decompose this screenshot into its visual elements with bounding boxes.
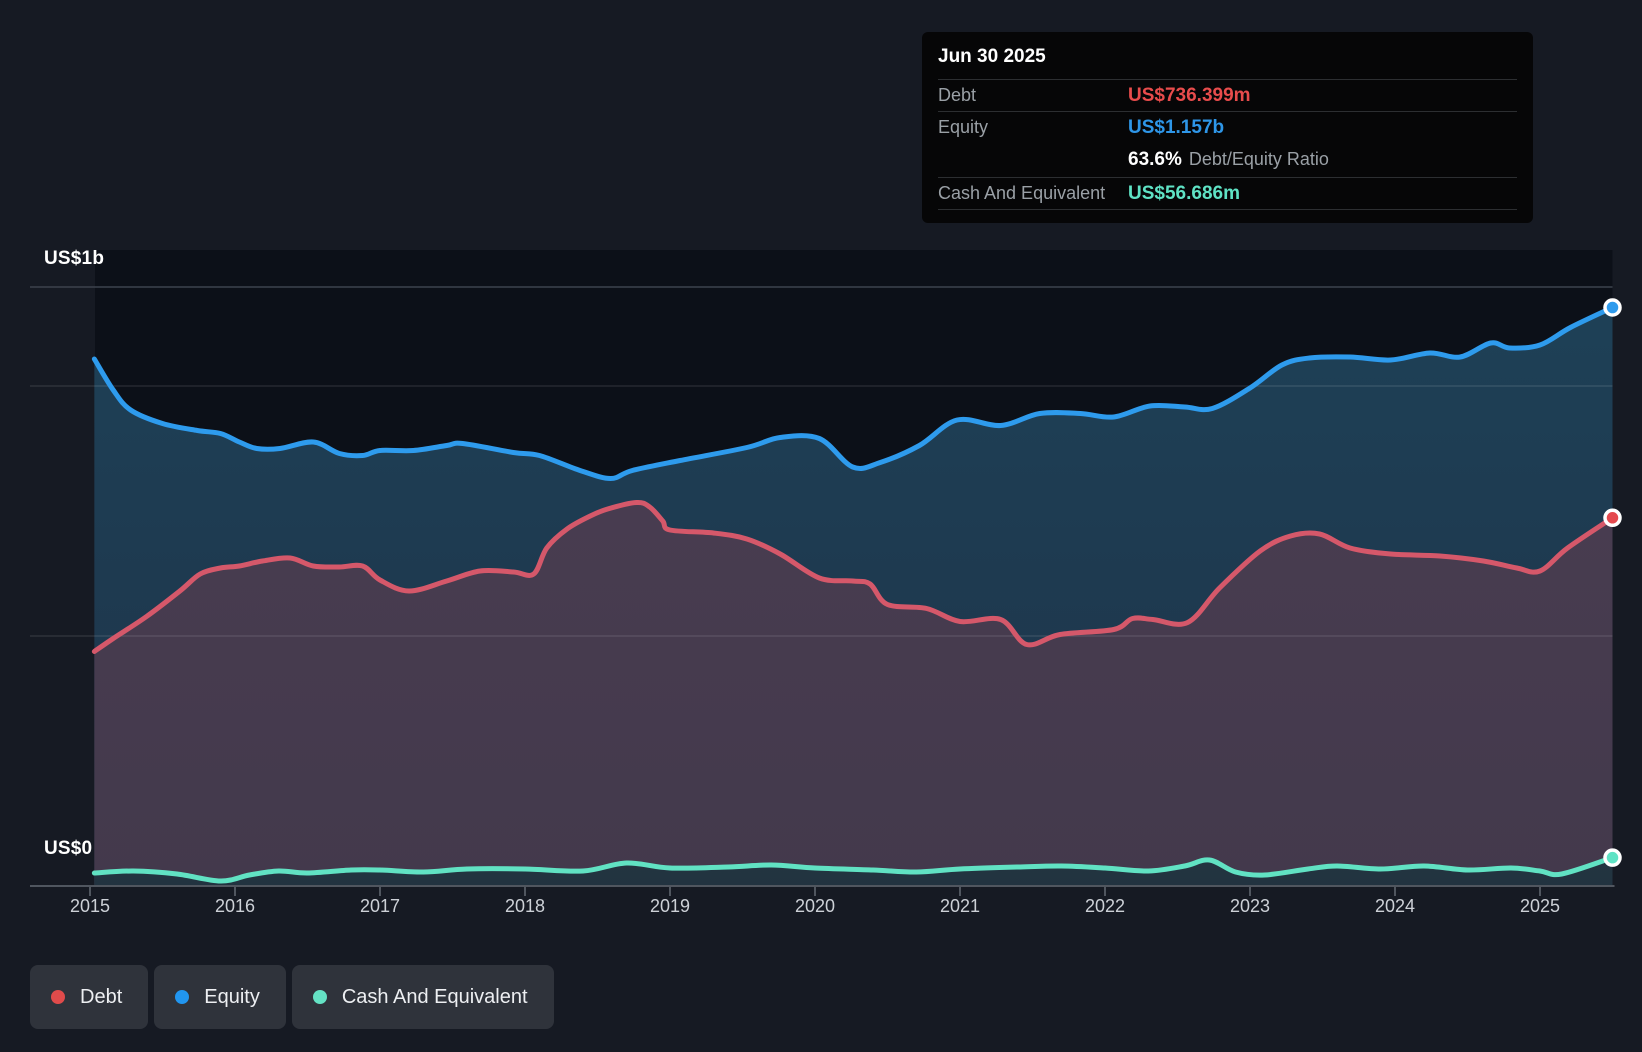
tooltip-row-equity: Equity US$1.157b (938, 112, 1517, 143)
equity-endpoint-dot (1603, 298, 1622, 317)
debt-endpoint-dot (1603, 508, 1622, 528)
x-axis-label-2025: 2025 (1519, 896, 1561, 916)
tooltip-date: Jun 30 2025 (938, 32, 1517, 80)
x-axis-label-2022: 2022 (1084, 896, 1126, 916)
x-axis-label-2023: 2023 (1229, 896, 1271, 916)
y-axis-label-max: US$1b (44, 248, 105, 269)
legend-dot-equity (175, 990, 190, 1004)
tooltip-row-cash: Cash And Equivalent US$56.686m (938, 178, 1517, 210)
tooltip-equity-value: US$1.157b (1128, 116, 1225, 138)
tooltip-row-ratio: 63.6% Debt/Equity Ratio (938, 143, 1517, 178)
legend-item-equity[interactable]: Equity (154, 965, 286, 1029)
tooltip-ratio-label: Debt/Equity Ratio (1188, 149, 1329, 169)
x-axis-label-2024: 2024 (1374, 896, 1416, 916)
tooltip-row-debt: Debt US$736.399m (938, 80, 1517, 112)
equity-line (91, 305, 1615, 481)
legend-dot-cash-and-equivalent (312, 990, 327, 1004)
cash-and-equivalent-endpoint-dot (1603, 848, 1622, 867)
x-axis-label-2020: 2020 (794, 896, 836, 916)
x-axis-label-2015: 2015 (69, 896, 111, 916)
tooltip-ratio: 63.6% Debt/Equity Ratio (1128, 149, 1329, 171)
x-axis-label-2019: 2019 (649, 896, 691, 916)
tooltip-cash-label: Cash And Equivalent (938, 183, 1106, 203)
legend-item-cash-and-equivalent[interactable]: Cash And Equivalent (291, 965, 554, 1029)
debt-area-fill (94, 502, 1613, 886)
tooltip-cash-value: US$56.686m (1128, 182, 1240, 204)
tooltip-equity-label: Equity (938, 117, 989, 137)
hover-tooltip: Jun 30 2025 Debt US$736.399m Equity US$1… (922, 32, 1533, 223)
x-axis-label-2017: 2017 (359, 896, 401, 916)
legend-dot-debt (51, 990, 65, 1004)
legend-label: Equity (204, 985, 260, 1008)
debt-line (91, 499, 1615, 654)
x-axis-label-2021: 2021 (939, 896, 981, 916)
x-axis-label-2018: 2018 (504, 896, 546, 916)
x-axis-labels: 2015 2016 2017 2018 2019 2020 2021 2022 2023 2024… (0, 896, 1642, 920)
cash-and-equivalent-line (91, 855, 1615, 884)
legend-label: Debt (80, 985, 123, 1008)
tooltip-debt-value: US$736.399m (1128, 84, 1251, 106)
tooltip-ratio-value: 63.6% (1128, 149, 1182, 170)
legend-item-debt[interactable]: Debt (30, 965, 149, 1029)
tooltip-debt-label: Debt (938, 85, 977, 105)
legend: Debt Equity Cash And Equivalent (30, 965, 554, 1029)
legend-label: Cash And Equivalent (341, 985, 528, 1008)
x-axis-label-2016: 2016 (214, 896, 256, 916)
y-axis-label-zero: US$0 (44, 838, 93, 859)
